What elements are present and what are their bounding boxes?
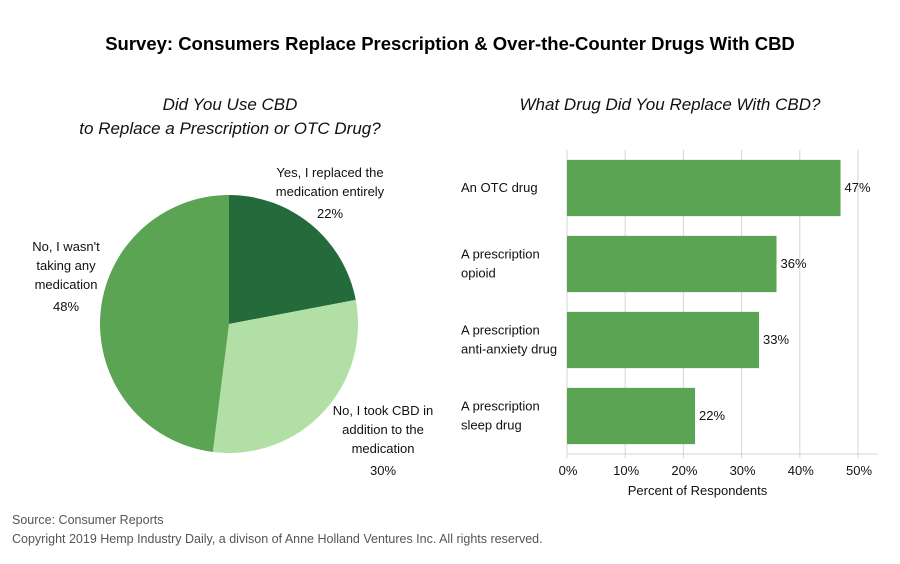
pie-slice-1 [229,194,356,324]
footer-source: Source: Consumer Reports [12,513,164,527]
pie-label-line: medication entirely [276,184,385,199]
bar-chart-title: What Drug Did You Replace With CBD? [519,95,821,114]
x-tick-label: 50% [846,463,872,478]
category-label-line: A prescription [461,247,540,262]
pie-label-line: medication [352,441,415,456]
pie-slice-3 [100,195,229,452]
category-label-line: opioid [461,266,496,281]
bar [567,159,841,217]
pie-label-line: taking any [36,258,96,273]
pie-label-3: No, I wasn't taking any medication 48% [32,239,100,314]
category-label-line: An OTC drug [461,180,538,195]
pie-title-line-2: to Replace a Prescription or OTC Drug? [79,119,381,138]
pie-label-line: addition to the [342,422,424,437]
pie-label-line: Yes, I replaced the [276,165,383,180]
pie-label-line: No, I took CBD in [333,403,433,418]
bar-value-label: 47% [845,180,871,195]
bar [567,387,696,445]
pie-slice-2 [212,299,359,453]
category-label: A prescription opioid [461,247,540,281]
pie-label-2: No, I took CBD in addition to the medicati… [333,403,433,478]
x-tick-label: 0% [559,463,578,478]
pie-title-line-1: Did You Use CBD [162,95,298,114]
bar-value-label: 33% [763,332,789,347]
pie-label-line: No, I wasn't [32,239,100,254]
pie-value-label: 30% [370,463,396,478]
pie-chart-title: Did You Use CBD to Replace a Prescriptio… [40,93,420,141]
x-tick-label: 40% [788,463,814,478]
bar-value-label: 36% [781,256,807,271]
category-label-line: A prescription [461,323,540,338]
pie-chart: Yes, I replaced the medication entirely 22… [32,165,433,478]
bar-chart: 0% 10% 20% 30% 40% 50% Percent of Respondents 4… [461,150,878,498]
bar [567,235,777,293]
category-label-line: sleep drug [461,418,522,433]
main-title: Survey: Consumers Replace Prescription &… [105,33,795,54]
bar [567,311,760,369]
pie-label-1: Yes, I replaced the medication entirely 22… [276,165,385,221]
category-label: A prescription sleep drug [461,399,540,433]
category-label: A prescription anti-anxiety drug [461,323,557,357]
x-tick-label: 20% [671,463,697,478]
category-label-line: A prescription [461,399,540,414]
category-label: An OTC drug [461,180,538,195]
pie-label-line: medication [35,277,98,292]
x-axis-title: Percent of Respondents [628,483,768,498]
bar-value-label: 22% [699,408,725,423]
pie-value-label: 22% [317,206,343,221]
category-label-line: anti-anxiety drug [461,342,557,357]
x-tick-label: 10% [613,463,639,478]
pie-value-label: 48% [53,299,79,314]
x-tick-label: 30% [730,463,756,478]
footer-copyright: Copyright 2019 Hemp Industry Daily, a di… [12,532,543,546]
